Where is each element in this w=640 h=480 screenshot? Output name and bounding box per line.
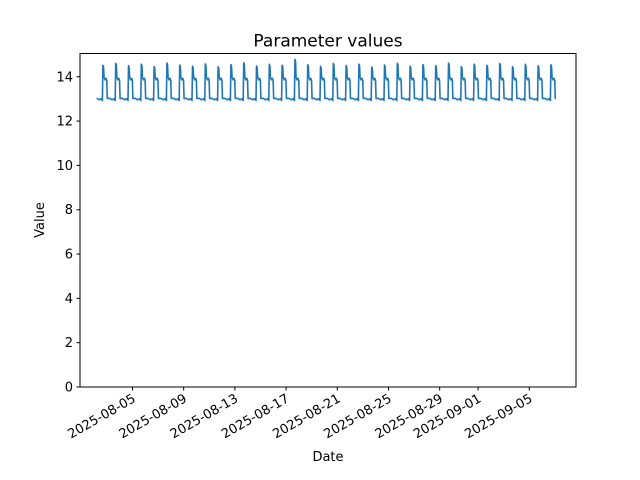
y-tick-label: 6 — [65, 248, 73, 263]
x-axis-label: Date — [312, 450, 343, 465]
x-axis: 2025-08-052025-08-092025-08-132025-08-17… — [66, 387, 535, 442]
y-tick-label: 12 — [56, 115, 73, 130]
y-axis-label: Value — [33, 202, 48, 238]
y-tick-label: 4 — [65, 292, 73, 307]
y-axis: 0 2 4 6 8 10 12 14 — [56, 70, 80, 396]
y-tick-label: 8 — [65, 203, 73, 218]
y-tick-label: 2 — [65, 336, 73, 351]
chart-title: Parameter values — [253, 32, 402, 52]
axes-spines — [79, 53, 577, 388]
y-tick-label: 14 — [56, 70, 73, 85]
y-tick-label: 0 — [65, 381, 73, 396]
plot-area — [80, 53, 576, 387]
data-line-series — [96, 58, 557, 102]
y-tick-label: 10 — [56, 159, 73, 174]
